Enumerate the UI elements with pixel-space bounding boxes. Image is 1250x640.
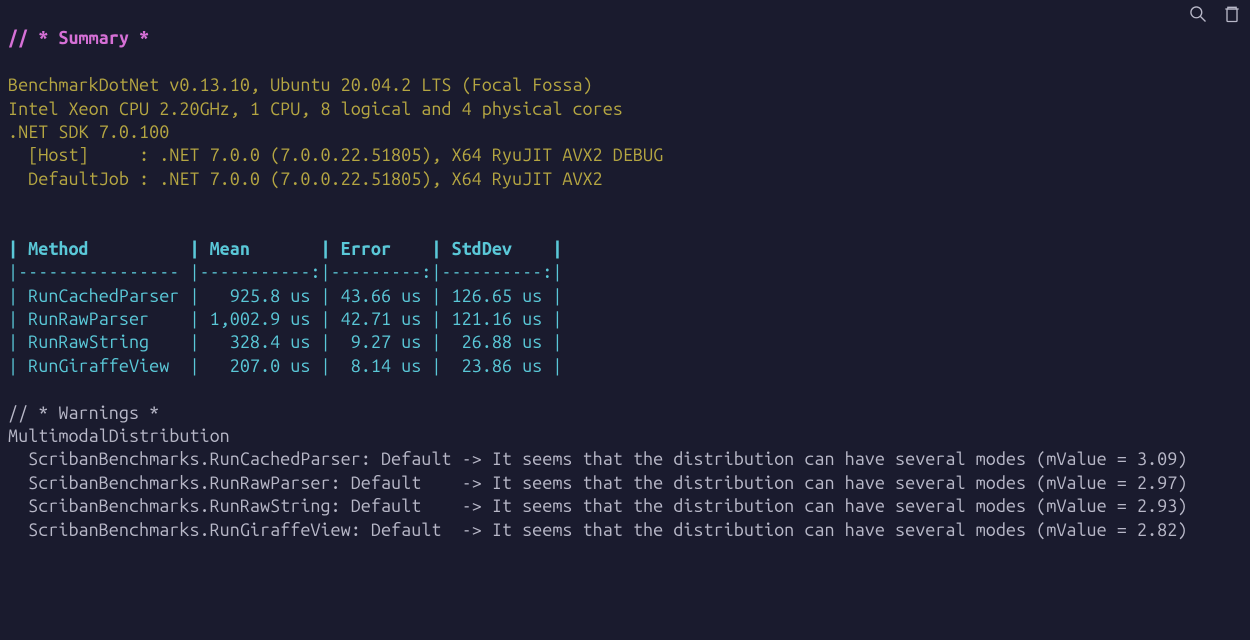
table-row: | RunCachedParser | 925.8 us | 43.66 us … bbox=[8, 286, 562, 306]
delete-button[interactable] bbox=[1220, 2, 1244, 32]
env-line-2: Intel Xeon CPU 2.20GHz, 1 CPU, 8 logical… bbox=[8, 99, 623, 119]
table-row: | RunGiraffeView | 207.0 us | 8.14 us | … bbox=[8, 356, 562, 376]
summary-title: // * Summary * bbox=[8, 28, 149, 48]
terminal-output: // * Summary * BenchmarkDotNet v0.13.10,… bbox=[0, 0, 1250, 546]
terminal-toolbar bbox=[1186, 2, 1244, 32]
env-line-4: [Host] : .NET 7.0.0 (7.0.0.22.51805), X6… bbox=[8, 145, 663, 165]
warning-line: ScribanBenchmarks.RunRawParser: Default … bbox=[8, 473, 1187, 493]
table-row: | RunRawString | 328.4 us | 9.27 us | 26… bbox=[8, 332, 562, 352]
env-line-3: .NET SDK 7.0.100 bbox=[8, 122, 169, 142]
warnings-category: MultimodalDistribution bbox=[8, 426, 230, 446]
table-divider-row: |---------------- |-----------:|--------… bbox=[8, 262, 562, 282]
warning-line: ScribanBenchmarks.RunCachedParser: Defau… bbox=[8, 449, 1187, 469]
warning-line: ScribanBenchmarks.RunRawString: Default … bbox=[8, 496, 1187, 516]
trash-icon bbox=[1222, 4, 1242, 24]
search-icon bbox=[1188, 4, 1208, 24]
table-row: | RunRawParser | 1,002.9 us | 42.71 us |… bbox=[8, 309, 562, 329]
table-header-row: | Method | Mean | Error | StdDev | bbox=[8, 239, 562, 259]
env-line-5: DefaultJob : .NET 7.0.0 (7.0.0.22.51805)… bbox=[8, 169, 603, 189]
env-line-1: BenchmarkDotNet v0.13.10, Ubuntu 20.04.2… bbox=[8, 75, 593, 95]
search-button[interactable] bbox=[1186, 2, 1210, 32]
warnings-title: // * Warnings * bbox=[8, 403, 159, 423]
warning-line: ScribanBenchmarks.RunGiraffeView: Defaul… bbox=[8, 520, 1187, 540]
